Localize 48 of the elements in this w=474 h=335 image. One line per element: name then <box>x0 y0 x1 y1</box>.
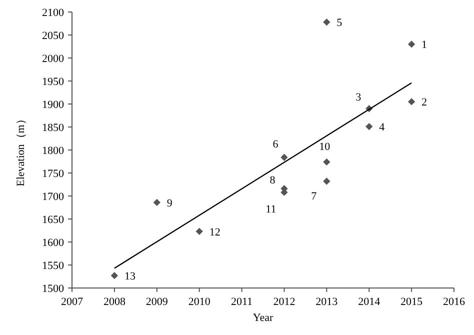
point <box>366 122 373 130</box>
y-tick-label: 2100 <box>42 6 64 19</box>
y-tick-label: 1900 <box>42 98 64 111</box>
point <box>196 228 203 236</box>
y-tick-label: 1950 <box>42 76 64 88</box>
point <box>110 272 118 280</box>
annotation: 3 <box>356 92 362 104</box>
x-tick-label: 2013 <box>316 296 338 308</box>
y-axis-title: Elevation（m） <box>15 114 27 186</box>
annotation: 9 <box>166 197 173 210</box>
y-tick-label: 1700 <box>42 190 64 203</box>
y-tick-label: 1750 <box>42 168 64 180</box>
annotation: 2 <box>422 96 428 109</box>
point <box>323 158 330 166</box>
x-tick-label: 2008 <box>103 296 126 308</box>
annotation: 13 <box>124 270 136 283</box>
annotation: 6 <box>272 138 279 150</box>
y-tick-label: 2050 <box>42 30 64 42</box>
annotation: 1 <box>422 39 428 52</box>
annotation: 10 <box>319 140 331 153</box>
annotation: 7 <box>311 190 318 202</box>
annotation: 11 <box>266 203 276 216</box>
point <box>408 98 416 106</box>
annotation: 5 <box>336 17 343 30</box>
point <box>323 178 330 185</box>
point <box>323 18 330 26</box>
x-tick-label: 2014 <box>358 296 381 308</box>
point <box>408 40 416 48</box>
y-tick-label: 1650 <box>42 214 64 226</box>
x-tick-label: 2009 <box>146 296 168 308</box>
y-tick-label: 1500 <box>42 282 64 295</box>
y-tick-label: 1800 <box>42 144 64 157</box>
y-tick-label: 1550 <box>42 260 64 272</box>
x-tick-label: 2012 <box>273 296 296 308</box>
point <box>280 154 288 161</box>
x-axis-title: Year <box>252 312 274 324</box>
point <box>153 198 160 206</box>
x-tick-label: 2011 <box>230 296 253 308</box>
x-tick-label: 2007 <box>61 296 84 308</box>
annotation: 4 <box>379 122 386 134</box>
y-tick-label: 1850 <box>42 122 64 134</box>
x-tick-label: 2015 <box>400 296 424 308</box>
y-tick-label: 1600 <box>42 236 64 249</box>
x-tick-label: 2016 <box>443 296 466 308</box>
y-tick-label: 2000 <box>42 52 64 65</box>
x-tick-label: 2010 <box>188 296 211 308</box>
annotation: 8 <box>270 174 276 187</box>
annotation: 12 <box>209 226 220 238</box>
